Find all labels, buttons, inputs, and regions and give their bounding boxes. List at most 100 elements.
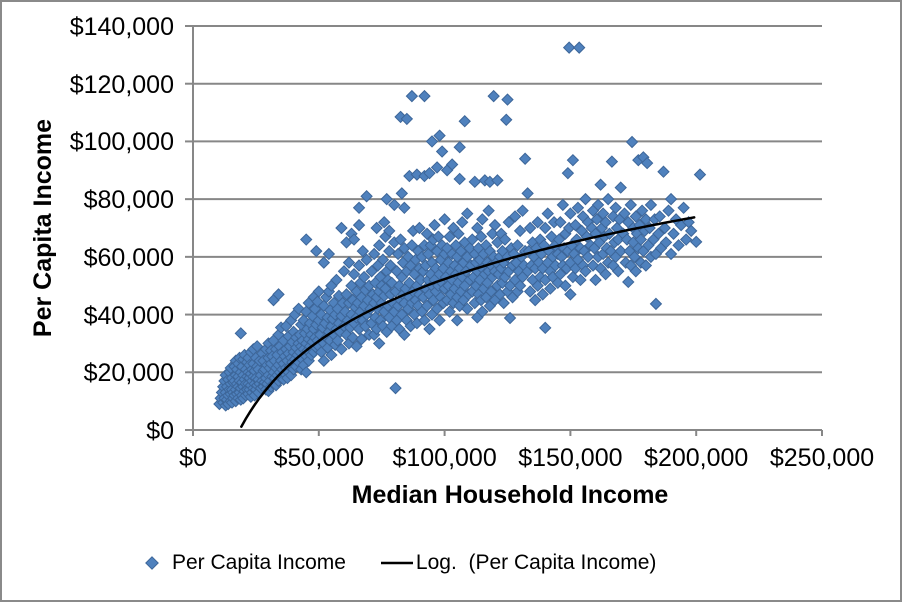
data-point (391, 247, 405, 261)
data-point (403, 276, 416, 290)
data-point (562, 41, 576, 54)
data-point (430, 161, 444, 174)
data-point (601, 192, 615, 206)
data-point (394, 233, 407, 246)
data-point (453, 172, 466, 186)
data-point (346, 331, 359, 344)
data-point (579, 265, 592, 278)
legend-series-label: Per Capita Income (172, 551, 346, 574)
data-point (352, 259, 366, 272)
data-point (579, 192, 592, 206)
data-point (662, 204, 675, 217)
data-point (471, 221, 484, 235)
data-point (559, 279, 572, 292)
data-point (528, 293, 542, 307)
data-point (365, 265, 378, 278)
data-point (376, 253, 390, 266)
data-point (635, 204, 649, 217)
data-point (625, 135, 639, 149)
data-point (456, 216, 469, 229)
data-point (476, 305, 489, 318)
data-point (352, 201, 366, 215)
data-point (325, 348, 338, 362)
data-point (521, 187, 534, 200)
x-tick-label: $50,000 (273, 444, 364, 472)
data-point (594, 178, 607, 191)
data-point (322, 247, 336, 261)
data-point (420, 299, 434, 313)
y-tick-label: $140,000 (69, 13, 174, 41)
data-point (423, 166, 436, 180)
data-point (335, 342, 348, 356)
data-point (395, 187, 409, 200)
data-point (634, 233, 648, 246)
data-point (484, 285, 498, 298)
data-point (523, 221, 537, 235)
data-point (347, 233, 361, 246)
data-point (355, 332, 368, 346)
legend: Per Capita Income Log. (Per Capita Incom… (145, 549, 656, 577)
data-point (452, 227, 465, 240)
data-point (556, 198, 570, 212)
data-point (611, 265, 625, 278)
y-tick-label: $0 (146, 417, 174, 445)
y-tick-label: $20,000 (83, 359, 174, 388)
data-point (574, 273, 587, 287)
data-point (370, 221, 383, 235)
x-tick-label: $0 (179, 444, 207, 472)
data-point (491, 174, 504, 187)
data-point (330, 273, 343, 287)
data-point (360, 253, 373, 266)
data-point (347, 267, 361, 281)
data-point (516, 204, 529, 217)
data-point (523, 285, 537, 298)
data-point (614, 181, 627, 194)
data-point (571, 201, 585, 215)
data-point (380, 192, 393, 206)
data-point (418, 89, 431, 103)
data-point (531, 216, 544, 229)
data-point (605, 155, 619, 168)
data-point (430, 302, 444, 316)
data-point (639, 213, 653, 226)
x-tick-label: $150,000 (518, 444, 623, 472)
x-tick-label: $100,000 (392, 444, 497, 472)
data-point (609, 201, 622, 215)
data-point (539, 321, 552, 335)
data-point (624, 198, 637, 212)
data-point (317, 354, 331, 367)
data-point (420, 227, 434, 240)
data-point (622, 275, 635, 289)
data-point (398, 201, 411, 215)
data-point (337, 265, 351, 278)
data-point (667, 227, 680, 240)
data-point (620, 233, 634, 246)
data-point (618, 207, 631, 220)
data-point (664, 247, 678, 261)
data-point (513, 279, 527, 292)
data-point (539, 221, 552, 235)
data-point (234, 327, 248, 340)
data-point (432, 230, 445, 243)
data-point (498, 233, 512, 246)
data-point (508, 210, 522, 223)
data-point (500, 113, 513, 126)
data-point (438, 213, 451, 226)
data-point (564, 207, 577, 220)
data-point (433, 129, 446, 142)
data-point (503, 311, 517, 325)
data-point (461, 302, 474, 316)
data-point (389, 381, 402, 395)
data-point (640, 156, 654, 170)
data-point (356, 244, 370, 258)
data-point (383, 244, 396, 258)
data-point (561, 166, 575, 180)
data-point (372, 337, 386, 350)
data-point (474, 230, 488, 243)
legend-item-trendline: Log. (Per Capita Income) (380, 549, 656, 577)
data-point (445, 158, 459, 171)
data-point (589, 273, 602, 287)
data-point (649, 297, 663, 311)
